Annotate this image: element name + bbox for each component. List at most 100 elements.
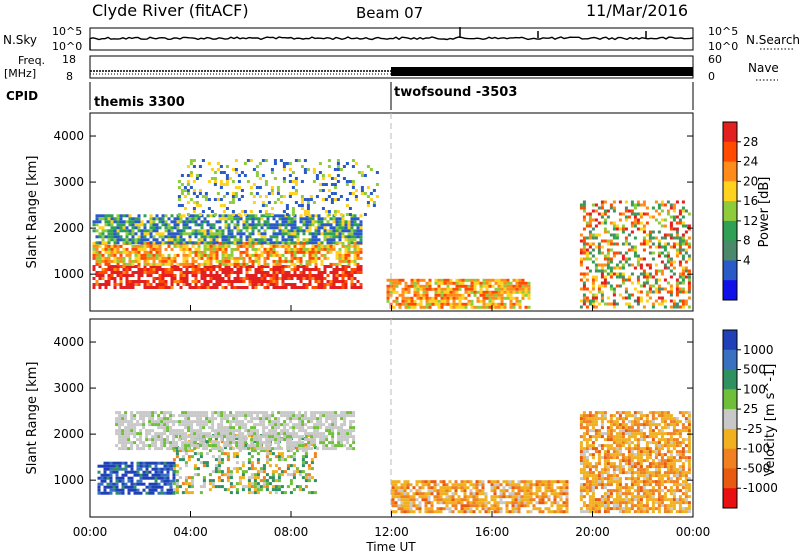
power-cell xyxy=(306,201,310,204)
velocity-cell xyxy=(178,438,182,442)
power-cell xyxy=(134,283,138,286)
velocity-cell xyxy=(157,470,161,474)
velocity-heatmap xyxy=(97,411,691,514)
power-cell xyxy=(128,241,132,245)
power-cell xyxy=(353,250,357,254)
velocity-cell xyxy=(247,485,251,489)
velocity-cell xyxy=(322,432,326,436)
power-cell xyxy=(470,287,474,291)
velocity-cell xyxy=(142,423,146,427)
power-cell xyxy=(341,229,345,233)
power-cell xyxy=(239,277,243,280)
velocity-cell xyxy=(247,479,251,483)
power-cell xyxy=(660,200,664,204)
power-cell xyxy=(359,265,363,268)
power-cell xyxy=(230,280,234,283)
velocity-cell xyxy=(238,447,242,451)
velocity-cell xyxy=(412,501,416,505)
power-cell xyxy=(272,226,276,230)
velocity-cell xyxy=(211,470,215,474)
velocity-cell xyxy=(163,429,167,433)
velocity-cell xyxy=(292,417,296,421)
power-cell xyxy=(134,265,138,268)
power-cell xyxy=(101,283,105,286)
power-cell xyxy=(636,260,640,264)
velocity-cell xyxy=(256,452,260,456)
power-cell xyxy=(648,239,652,243)
power-cell xyxy=(203,265,207,268)
velocity-cell xyxy=(205,440,209,444)
power-cell xyxy=(245,244,249,248)
velocity-cell xyxy=(256,485,260,489)
velocity-cell xyxy=(160,447,164,451)
power-cell xyxy=(335,250,339,254)
power-cell xyxy=(216,192,220,195)
velocity-cell xyxy=(259,447,263,451)
velocity-cell xyxy=(319,414,323,418)
power-cell xyxy=(176,241,180,245)
velocity-cell xyxy=(175,432,179,436)
power-cell xyxy=(134,256,138,260)
velocity-cell xyxy=(118,423,122,427)
velocity-cell xyxy=(493,507,497,511)
power-cell xyxy=(446,290,450,294)
power-colorbar-swatch xyxy=(723,181,737,202)
velocity-cell xyxy=(340,429,344,433)
velocity-cell xyxy=(151,444,155,448)
velocity-cell xyxy=(142,488,146,492)
power-cell xyxy=(681,257,685,261)
power-cell xyxy=(491,284,495,288)
power-cell xyxy=(128,232,132,236)
power-cell xyxy=(320,274,324,277)
velocity-cell xyxy=(187,449,191,453)
power-cell xyxy=(276,189,280,192)
power-cell xyxy=(684,299,688,303)
power-cell xyxy=(233,265,237,268)
velocity-cell xyxy=(169,479,173,483)
power-cell xyxy=(627,293,631,297)
power-cell xyxy=(428,299,432,303)
velocity-cell xyxy=(226,444,230,448)
nave-tick-high: 60 xyxy=(708,53,722,66)
power-cell xyxy=(119,253,123,257)
velocity-cell xyxy=(166,473,170,477)
velocity-cell xyxy=(250,438,254,442)
velocity-cell xyxy=(403,483,407,487)
power-cell xyxy=(410,296,414,300)
velocity-cell xyxy=(277,458,281,462)
nsky-line xyxy=(89,36,694,50)
velocity-cell xyxy=(493,489,497,493)
power-cell xyxy=(612,272,616,276)
velocity-cell xyxy=(211,444,215,448)
power-cell xyxy=(464,287,468,291)
power-cell xyxy=(215,283,219,286)
power-cell xyxy=(95,235,99,239)
power-cell xyxy=(210,210,214,213)
velocity-cell xyxy=(154,441,158,445)
velocity-cell xyxy=(253,485,257,489)
power-cell xyxy=(188,250,192,254)
velocity-cell xyxy=(160,417,164,421)
velocity-cell xyxy=(172,461,176,465)
velocity-cell xyxy=(133,441,137,445)
velocity-cell xyxy=(415,483,419,487)
power-cell xyxy=(494,296,498,300)
velocity-cell xyxy=(166,479,170,483)
power-cell xyxy=(356,262,360,266)
power-cell xyxy=(245,253,249,257)
power-cell xyxy=(618,212,622,216)
velocity-cell xyxy=(160,423,164,427)
power-cell xyxy=(173,280,177,283)
velocity-cell xyxy=(556,480,560,484)
power-cell xyxy=(101,238,105,242)
velocity-cell xyxy=(277,485,281,489)
power-cell xyxy=(137,253,141,257)
power-cell xyxy=(323,265,327,268)
power-cell xyxy=(249,210,253,213)
velocity-cell xyxy=(223,441,227,445)
power-cell xyxy=(278,265,282,268)
velocity-cell xyxy=(301,423,305,427)
power-cell xyxy=(347,265,351,268)
power-cell xyxy=(164,268,168,271)
velocity-cell xyxy=(145,411,149,415)
